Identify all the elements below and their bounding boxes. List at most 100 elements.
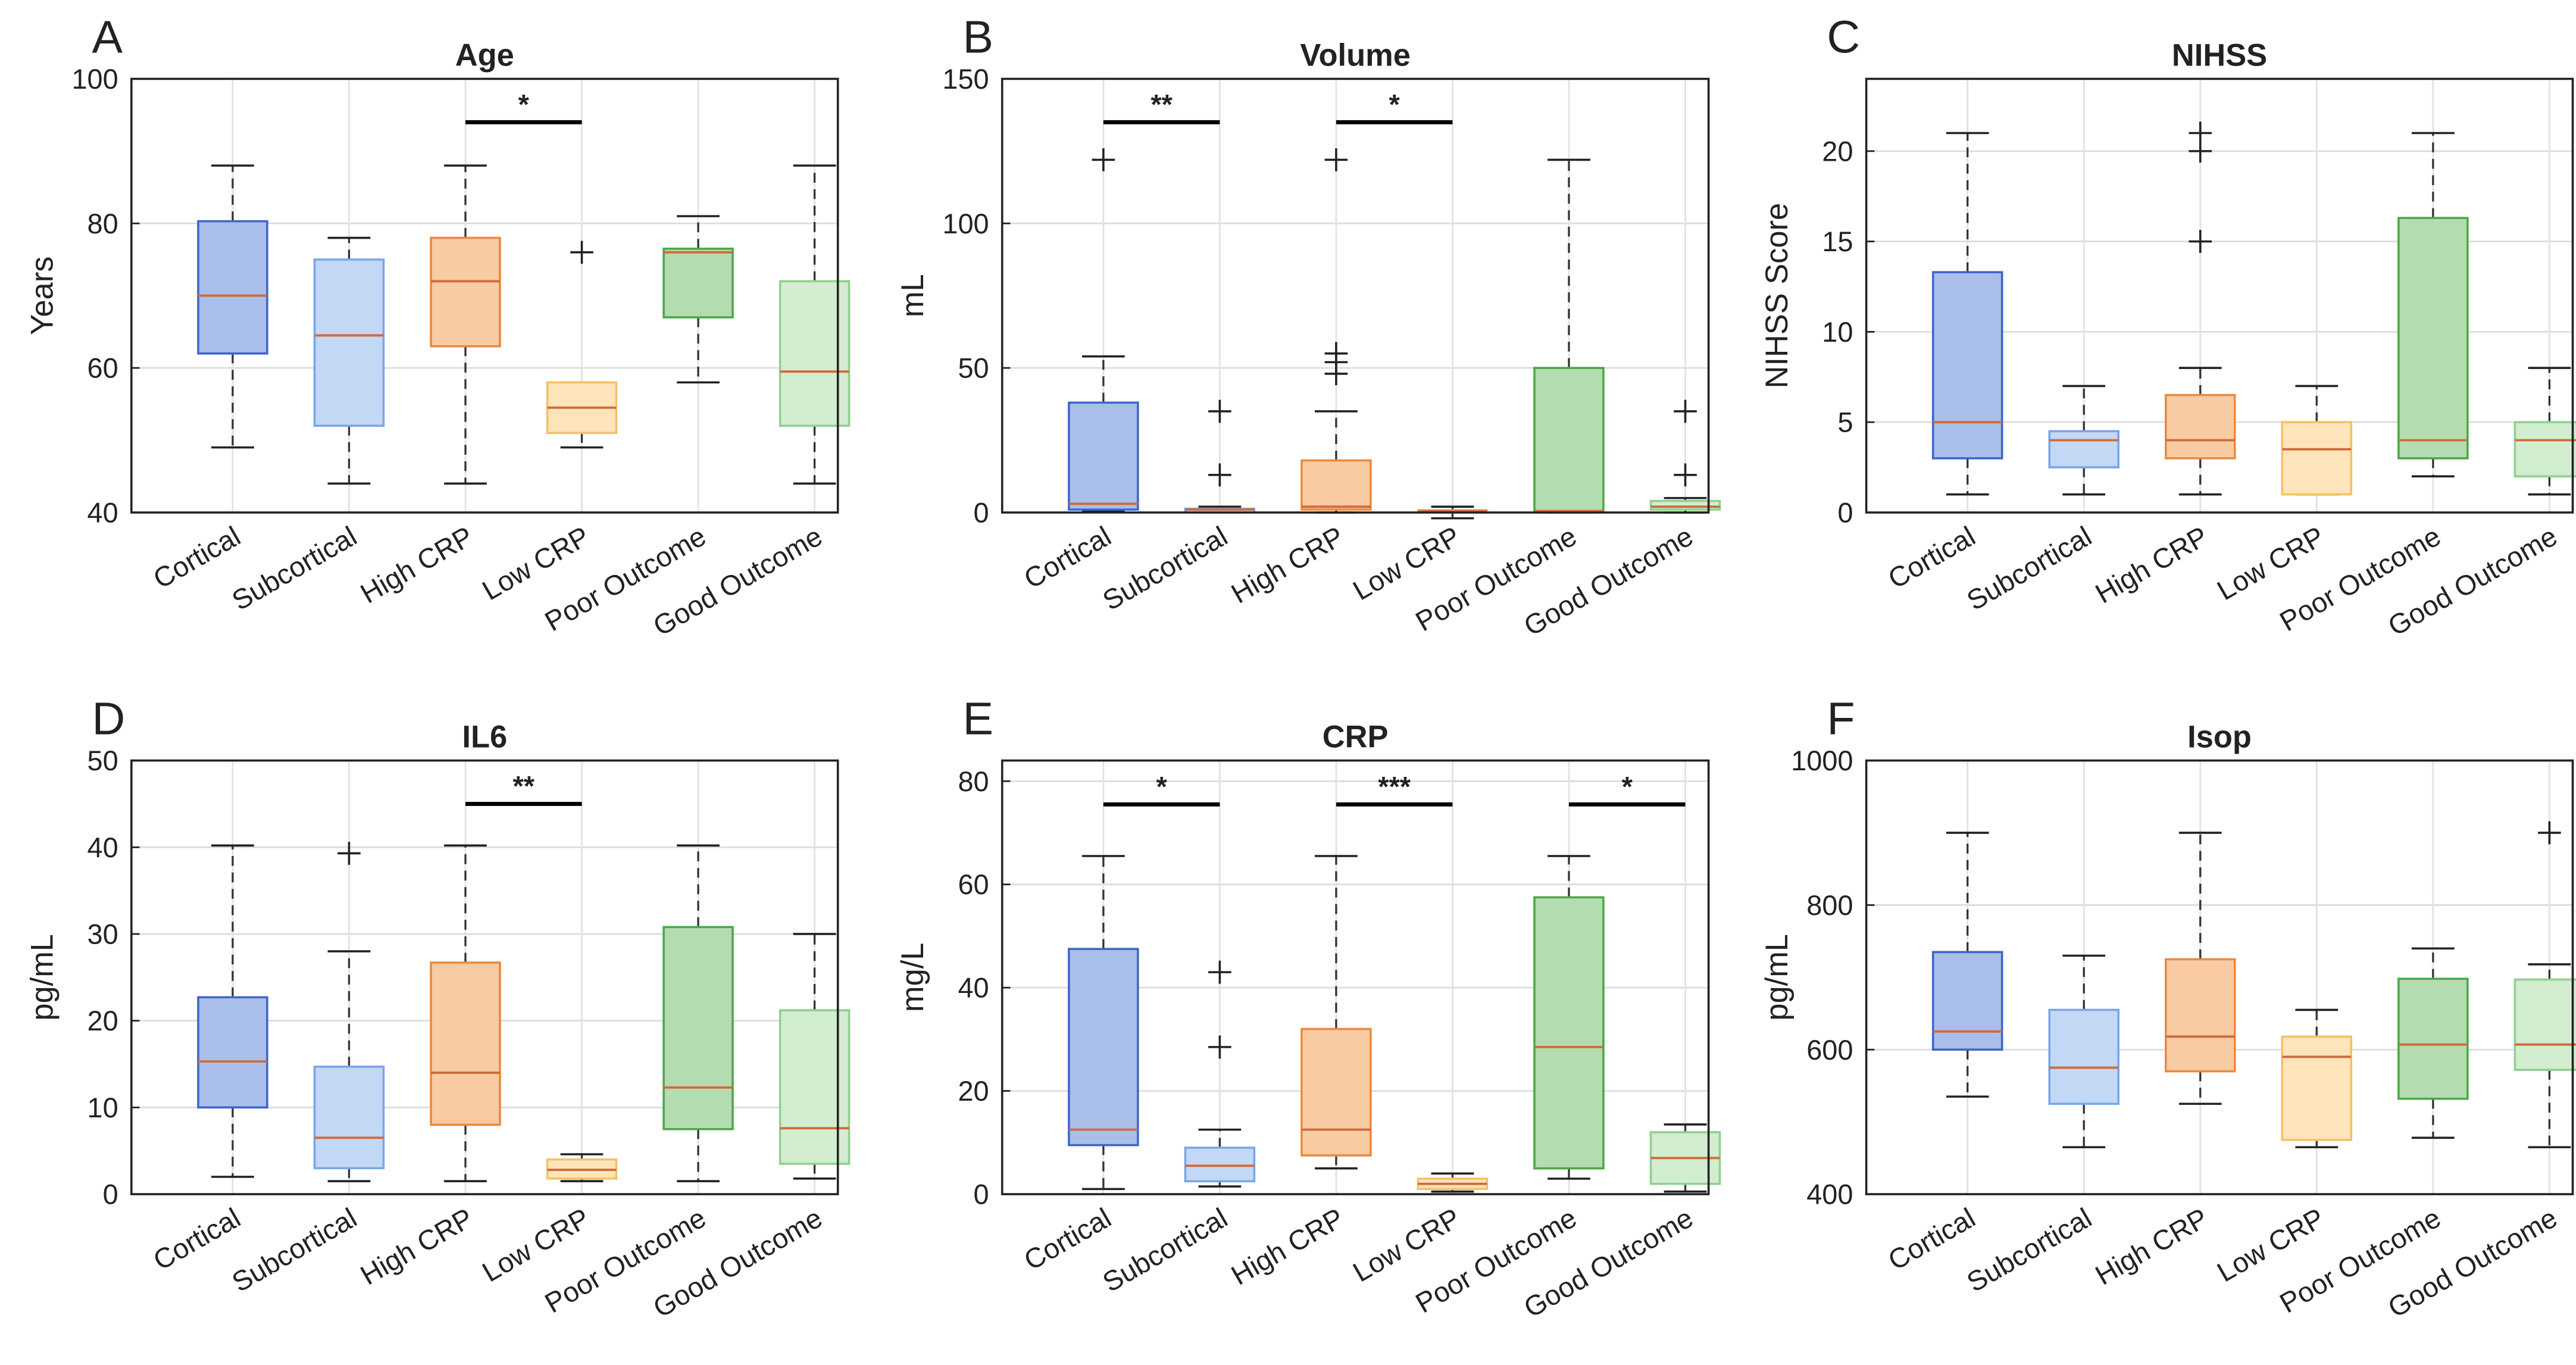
outlier-marker <box>1208 463 1231 487</box>
y-axis-label: mg/L <box>896 943 930 1013</box>
significance-label: *** <box>1378 771 1411 802</box>
x-tick-label: Cortical <box>1883 520 1981 595</box>
box-2 <box>2048 385 2119 496</box>
x-tick-label: High CRP <box>1226 1202 1349 1291</box>
x-tick-label: Subcortical <box>1098 1202 1233 1298</box>
outlier-marker <box>1674 463 1697 487</box>
outlier-marker <box>2189 121 2212 145</box>
axes-frame <box>1001 77 1710 514</box>
y-tick-label: 50 <box>87 745 118 776</box>
panel-letter: C <box>1827 11 1860 63</box>
panel-title: NIHSS <box>2172 38 2267 73</box>
box-5 <box>662 844 734 1182</box>
outlier-marker <box>2189 230 2212 253</box>
x-tick-label: Cortical <box>1019 520 1117 595</box>
y-tick-label: 600 <box>1806 1035 1853 1066</box>
y-tick-label: 60 <box>958 869 989 900</box>
significance-label: * <box>1622 771 1633 802</box>
y-tick-label: 100 <box>942 208 989 239</box>
y-tick-label: 30 <box>87 919 118 950</box>
x-tick-label: High CRP <box>1226 520 1349 609</box>
x-tick-label: Subcortical <box>1962 1202 2097 1298</box>
box-iqr <box>662 926 734 1130</box>
y-tick-label: 10 <box>1822 317 1853 348</box>
significance-label: * <box>1156 771 1167 802</box>
box-2 <box>2048 954 2119 1148</box>
box-iqr <box>2281 421 2353 496</box>
box-1 <box>197 844 268 1178</box>
box-iqr <box>197 220 268 355</box>
box-4 <box>546 1153 618 1182</box>
box-iqr <box>1533 896 1605 1170</box>
panel-title: IL6 <box>462 720 507 755</box>
panel-title: Isop <box>2187 720 2252 755</box>
outlier-marker <box>1092 148 1115 171</box>
y-tick-label: 1000 <box>1791 745 1853 776</box>
x-tick-label: Cortical <box>148 1202 246 1276</box>
y-axis-label: NIHSS Score <box>1760 203 1795 389</box>
box-5 <box>2397 947 2469 1139</box>
x-tick-label: Subcortical <box>1098 520 1233 616</box>
y-tick-label: 80 <box>958 766 989 797</box>
outlier-marker <box>1208 399 1231 423</box>
box-iqr <box>1068 948 1139 1147</box>
axes-frame <box>1865 77 2574 514</box>
panel-letter: D <box>92 693 126 744</box>
panel-letter: F <box>1827 693 1855 744</box>
x-tick-label: Subcortical <box>1962 520 2097 616</box>
y-tick-label: 40 <box>87 832 118 863</box>
box-1 <box>197 164 268 449</box>
box-iqr <box>313 258 385 427</box>
x-tick-label: High CRP <box>2090 520 2214 609</box>
box-2 <box>313 842 385 1182</box>
box-3 <box>1300 855 1372 1170</box>
x-tick-label: Cortical <box>1883 1202 1981 1276</box>
axes-frame <box>130 77 839 514</box>
box-iqr <box>2397 217 2469 460</box>
box-3 <box>430 844 501 1182</box>
box-1 <box>1931 832 2003 1098</box>
outlier-marker <box>1324 148 1348 171</box>
y-tick-label: 800 <box>1806 890 1853 921</box>
box-5 <box>2397 132 2469 477</box>
box-iqr <box>1068 401 1139 511</box>
x-tick-label: Cortical <box>148 520 246 595</box>
box-iqr <box>1931 271 2003 460</box>
y-tick-label: 0 <box>974 1179 989 1210</box>
y-tick-label: 40 <box>958 973 989 1004</box>
outlier-marker <box>1324 342 1348 366</box>
panel-letter: B <box>962 11 993 63</box>
y-tick-label: 0 <box>103 1179 118 1210</box>
box-6 <box>2514 367 2576 496</box>
box-iqr <box>2048 430 2119 468</box>
y-tick-label: 20 <box>1822 136 1853 167</box>
box-iqr <box>2514 421 2576 477</box>
axes-frame <box>130 759 839 1195</box>
box-5 <box>662 215 734 384</box>
box-1 <box>1068 855 1139 1191</box>
y-axis-label: pg/mL <box>25 934 60 1021</box>
y-tick-label: 80 <box>87 208 118 239</box>
box-3 <box>2165 832 2236 1105</box>
box-iqr <box>313 1066 385 1170</box>
box-5 <box>1533 158 1605 514</box>
x-tick-label: High CRP <box>2090 1202 2214 1291</box>
box-4 <box>2281 1008 2353 1148</box>
box-2 <box>313 236 385 485</box>
y-tick-label: 50 <box>958 353 989 384</box>
outlier-marker <box>2538 821 2561 845</box>
panel-letter: E <box>962 693 993 744</box>
box-iqr <box>1184 1147 1256 1183</box>
y-tick-label: 100 <box>71 64 118 95</box>
box-iqr <box>1300 1027 1372 1157</box>
box-iqr <box>2165 958 2236 1073</box>
y-tick-label: 20 <box>87 1005 118 1036</box>
box-2 <box>1184 960 1256 1188</box>
y-tick-label: 60 <box>87 353 118 384</box>
box-iqr <box>197 996 268 1109</box>
